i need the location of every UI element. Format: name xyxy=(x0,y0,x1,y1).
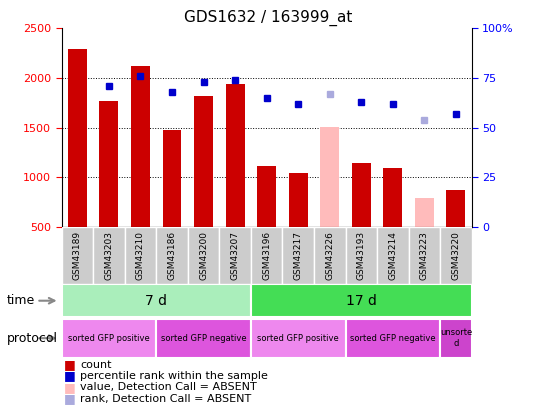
Bar xyxy=(157,319,251,358)
Bar xyxy=(157,227,188,284)
Bar xyxy=(251,227,282,284)
Bar xyxy=(131,66,150,227)
Text: 17 d: 17 d xyxy=(346,294,377,308)
Text: GSM43217: GSM43217 xyxy=(294,231,303,280)
Bar xyxy=(100,101,118,227)
Text: GSM43186: GSM43186 xyxy=(168,231,176,280)
Bar xyxy=(93,227,125,284)
Text: GSM43189: GSM43189 xyxy=(73,231,82,280)
Bar xyxy=(446,190,465,227)
Bar xyxy=(352,163,371,227)
Bar xyxy=(226,84,244,227)
Text: time: time xyxy=(6,294,35,307)
Bar xyxy=(194,96,213,227)
Text: GSM43210: GSM43210 xyxy=(136,231,145,280)
Bar xyxy=(408,227,440,284)
Text: ■: ■ xyxy=(64,369,76,382)
Bar xyxy=(162,130,182,227)
Bar xyxy=(188,227,219,284)
Bar xyxy=(251,319,346,358)
Bar xyxy=(346,319,440,358)
Bar xyxy=(251,284,472,317)
Text: percentile rank within the sample: percentile rank within the sample xyxy=(80,371,269,381)
Text: unsorte
d: unsorte d xyxy=(440,328,472,348)
Text: GSM43203: GSM43203 xyxy=(105,231,114,280)
Bar xyxy=(219,227,251,284)
Bar xyxy=(62,227,93,284)
Bar xyxy=(321,127,339,227)
Text: GSM43226: GSM43226 xyxy=(325,231,334,280)
Text: GSM43193: GSM43193 xyxy=(357,231,366,280)
Bar xyxy=(125,227,157,284)
Bar xyxy=(62,284,251,317)
Bar xyxy=(289,173,308,227)
Text: sorted GFP positive: sorted GFP positive xyxy=(68,334,150,343)
Text: ■: ■ xyxy=(64,392,76,405)
Text: GSM43214: GSM43214 xyxy=(388,231,397,280)
Bar xyxy=(346,227,377,284)
Text: sorted GFP positive: sorted GFP positive xyxy=(257,334,339,343)
Text: 7 d: 7 d xyxy=(145,294,167,308)
Text: GSM43200: GSM43200 xyxy=(199,231,208,280)
Bar xyxy=(377,227,408,284)
Bar xyxy=(440,227,472,284)
Bar xyxy=(415,198,434,227)
Text: sorted GFP negative: sorted GFP negative xyxy=(161,334,247,343)
Text: GSM43207: GSM43207 xyxy=(230,231,240,280)
Bar xyxy=(257,166,276,227)
Text: sorted GFP negative: sorted GFP negative xyxy=(350,334,436,343)
Text: GSM43220: GSM43220 xyxy=(451,231,460,280)
Bar xyxy=(440,319,472,358)
Bar xyxy=(282,227,314,284)
Bar xyxy=(383,168,403,227)
Bar xyxy=(68,49,87,227)
Bar xyxy=(62,319,157,358)
Text: GSM43223: GSM43223 xyxy=(420,231,429,280)
Bar xyxy=(314,227,346,284)
Text: GSM43196: GSM43196 xyxy=(262,231,271,280)
Text: rank, Detection Call = ABSENT: rank, Detection Call = ABSENT xyxy=(80,394,251,403)
Text: value, Detection Call = ABSENT: value, Detection Call = ABSENT xyxy=(80,382,257,392)
Text: protocol: protocol xyxy=(6,332,57,345)
Text: GDS1632 / 163999_at: GDS1632 / 163999_at xyxy=(184,10,352,26)
Text: count: count xyxy=(80,360,112,369)
Text: ■: ■ xyxy=(64,381,76,394)
Text: ■: ■ xyxy=(64,358,76,371)
